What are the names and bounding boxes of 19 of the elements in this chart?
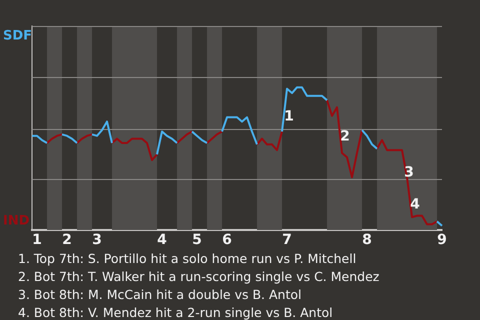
x-tick-label: 9 bbox=[437, 232, 447, 248]
text: 4. Bot 8th: V. Mendez hit a 2-run single vs B. Antol bbox=[18, 304, 334, 320]
text: 2. Bot 7th: T. Walker hit a run-scoring single vs C. Mendez bbox=[18, 268, 380, 286]
annotation: 1 bbox=[284, 108, 294, 125]
x-tick-label: 3 bbox=[92, 232, 102, 248]
x-tick-label: 2 bbox=[62, 232, 72, 248]
annotation: 2 bbox=[340, 128, 350, 145]
annotation: 3 bbox=[404, 164, 414, 181]
annotation: 4 bbox=[410, 196, 420, 213]
text: 1. Top 7th: S. Portillo hit a solo home run vs P. Mitchell bbox=[18, 250, 358, 268]
x-tick-label: 4 bbox=[157, 232, 168, 248]
text: IND bbox=[3, 213, 30, 228]
text: SDF bbox=[3, 28, 32, 44]
x-tick-label: 8 bbox=[362, 232, 372, 248]
x-tick-label: 5 bbox=[192, 232, 202, 248]
x-tick-label: 1 bbox=[32, 232, 42, 248]
x-tick-label: 6 bbox=[222, 232, 232, 248]
x-tick-label: 7 bbox=[282, 232, 292, 248]
text: 3. Bot 8th: M. McCain hit a double vs B. Antol bbox=[18, 286, 302, 304]
